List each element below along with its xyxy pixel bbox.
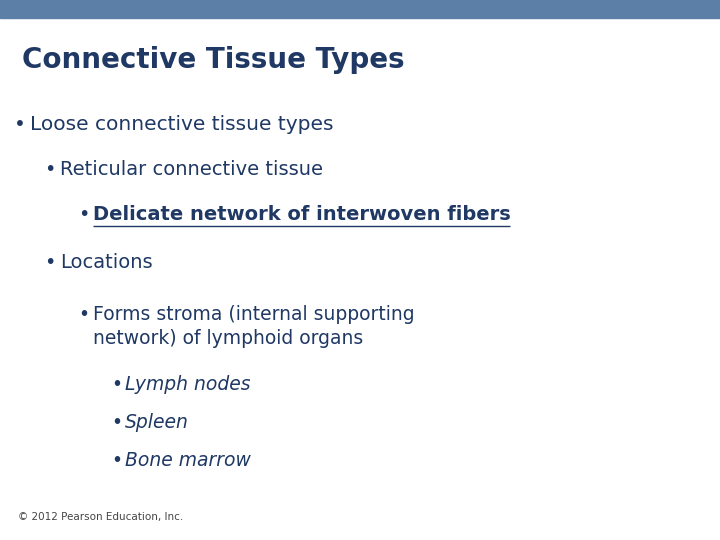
Text: •: • <box>111 451 122 470</box>
Text: •: • <box>78 205 89 224</box>
Text: Reticular connective tissue: Reticular connective tissue <box>60 160 323 179</box>
Text: Delicate network of interwoven fibers: Delicate network of interwoven fibers <box>93 205 510 224</box>
Text: •: • <box>44 160 55 179</box>
Text: Loose connective tissue types: Loose connective tissue types <box>30 115 333 134</box>
Text: •: • <box>78 305 89 324</box>
Text: © 2012 Pearson Education, Inc.: © 2012 Pearson Education, Inc. <box>18 512 184 522</box>
Text: Connective Tissue Types: Connective Tissue Types <box>22 46 405 74</box>
Text: •: • <box>14 115 26 134</box>
Text: Bone marrow: Bone marrow <box>125 451 251 470</box>
Text: •: • <box>111 413 122 432</box>
Text: •: • <box>44 253 55 272</box>
Text: Forms stroma (internal supporting
network) of lymphoid organs: Forms stroma (internal supporting networ… <box>93 305 415 348</box>
Text: Spleen: Spleen <box>125 413 189 432</box>
Text: •: • <box>111 375 122 394</box>
Text: Lymph nodes: Lymph nodes <box>125 375 251 394</box>
Bar <box>0 0 720 18</box>
Text: Locations: Locations <box>60 253 153 272</box>
